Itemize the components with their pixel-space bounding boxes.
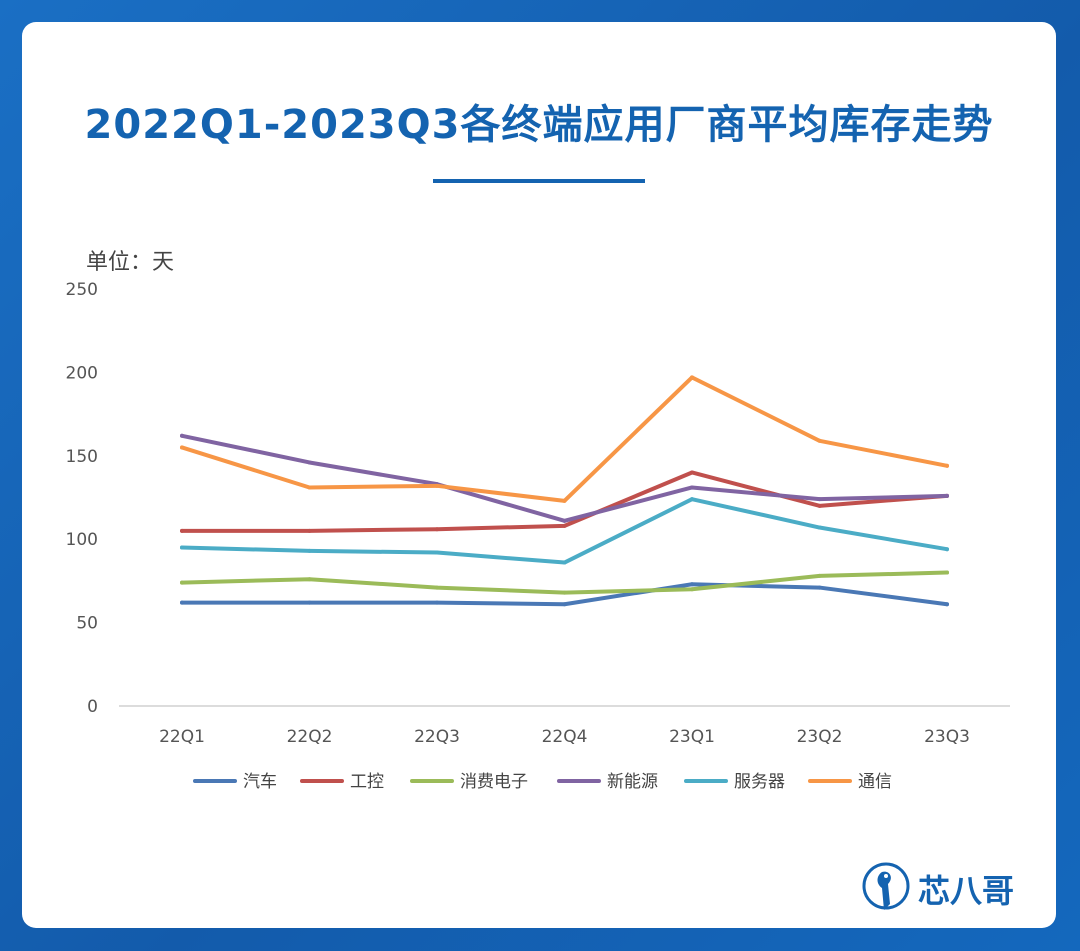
y-tick-label: 200 [66,363,98,383]
x-tick-label: 22Q4 [542,727,588,747]
legend-label: 工控 [350,772,384,792]
data-point [435,483,439,488]
data-point [690,375,694,380]
data-point [562,602,567,607]
data-point [817,503,822,508]
title-underline [433,179,645,183]
legend-label: 汽车 [243,772,277,792]
data-point [817,573,822,578]
y-axis-ticks: 0 50 100 150 200 250 [66,280,98,717]
x-tick-label: 22Q3 [414,727,460,747]
data-point [690,470,694,475]
data-point [562,498,567,503]
data-point [307,577,312,582]
data-point [307,528,312,533]
data-point [307,548,312,553]
series-line-3 [180,433,949,523]
unit-label: 单位：天 [86,250,175,275]
data-point [180,600,184,605]
data-point [817,438,822,443]
data-point [562,590,567,595]
data-point [945,547,949,552]
data-point [817,585,822,590]
x-tick-label: 23Q2 [797,727,843,747]
data-point [180,433,184,438]
legend-label: 通信 [858,772,892,792]
x-tick-label: 23Q3 [924,727,970,747]
brand-name: 芯八哥 [918,872,1015,910]
data-point [690,587,694,592]
data-point [180,545,184,550]
data-point [690,582,694,587]
data-point [945,602,949,607]
legend-label: 服务器 [734,772,785,792]
series-lines [180,375,949,607]
data-point [690,497,694,502]
data-point [435,600,439,605]
legend-label: 新能源 [607,772,658,792]
x-tick-label: 22Q2 [287,727,333,747]
data-point [435,527,439,532]
chart-title: 2022Q1-2023Q3各终端应用厂商平均库存走势 [84,102,994,148]
y-tick-label: 0 [87,697,98,717]
y-tick-label: 150 [66,447,98,467]
data-point [307,485,312,490]
bird-logo-icon [862,862,910,910]
data-point [562,523,567,528]
data-point [435,550,439,555]
brand-logo: 芯八哥 [860,858,1030,918]
y-tick-label: 100 [66,530,98,550]
y-tick-label: 250 [66,280,98,300]
data-point [817,497,822,502]
data-point [307,460,312,465]
line-chart: 0 50 100 150 200 250 22Q1 22Q2 22Q3 22Q4 23Q1 23Q2… [66,280,1010,792]
data-point [562,560,567,565]
y-tick-label: 50 [76,614,98,634]
data-point [307,600,312,605]
data-point [817,525,822,530]
data-point [435,585,439,590]
data-point [562,518,567,523]
data-point [180,528,184,533]
data-point [945,463,949,468]
data-point [180,445,184,450]
legend-label: 消费电子 [460,772,528,792]
legend: 汽车 工控 消费电子 新能源 服务器 通信 [193,772,892,792]
data-point [690,485,694,490]
data-point [180,580,184,585]
x-axis-ticks: 22Q1 22Q2 22Q3 22Q4 23Q1 23Q2 23Q3 [159,727,970,747]
x-tick-label: 22Q1 [159,727,205,747]
data-point [945,493,949,498]
chart-card: 2022Q1-2023Q3各终端应用厂商平均库存走势 单位：天 0 50 100 15… [22,22,1056,928]
x-tick-label: 23Q1 [669,727,715,747]
data-point [945,570,949,575]
series-line-5 [180,375,949,503]
